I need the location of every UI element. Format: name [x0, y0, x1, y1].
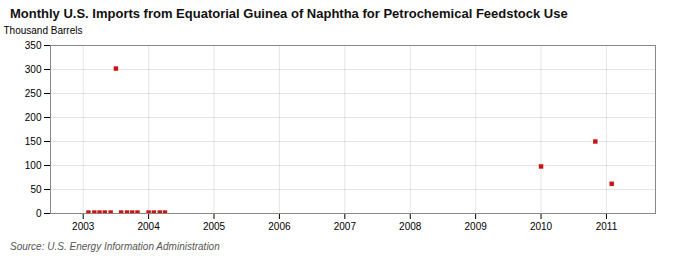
html-text:Monthly U.S. Imports from Equa: Monthly U.S. Imports from Equatorial Gui…: [10, 6, 568, 21]
svg-text:2008: 2008: [399, 221, 422, 232]
svg-text:350: 350: [25, 40, 42, 51]
svg-text:2010: 2010: [530, 221, 553, 232]
svg-text:150: 150: [25, 136, 42, 147]
svg-text:Thousand Barrels: Thousand Barrels: [4, 25, 83, 36]
html-text:Source: U.S. Energy Informatio: Source: U.S. Energy Information Administ…: [10, 241, 220, 252]
svg-text:100: 100: [25, 160, 42, 171]
svg-text:2004: 2004: [137, 221, 160, 232]
svg-text:0: 0: [36, 208, 42, 219]
svg-text:2011: 2011: [596, 221, 618, 232]
svg-text:250: 250: [25, 88, 42, 99]
svg-text:2003: 2003: [72, 221, 95, 232]
svg-text:2005: 2005: [203, 221, 226, 232]
svg-text:2006: 2006: [268, 221, 291, 232]
svg-text:2007: 2007: [334, 221, 357, 232]
svg-text:200: 200: [25, 112, 42, 123]
svg-text:50: 50: [30, 184, 42, 195]
svg-text:2009: 2009: [465, 221, 488, 232]
svg-text:300: 300: [25, 64, 42, 75]
